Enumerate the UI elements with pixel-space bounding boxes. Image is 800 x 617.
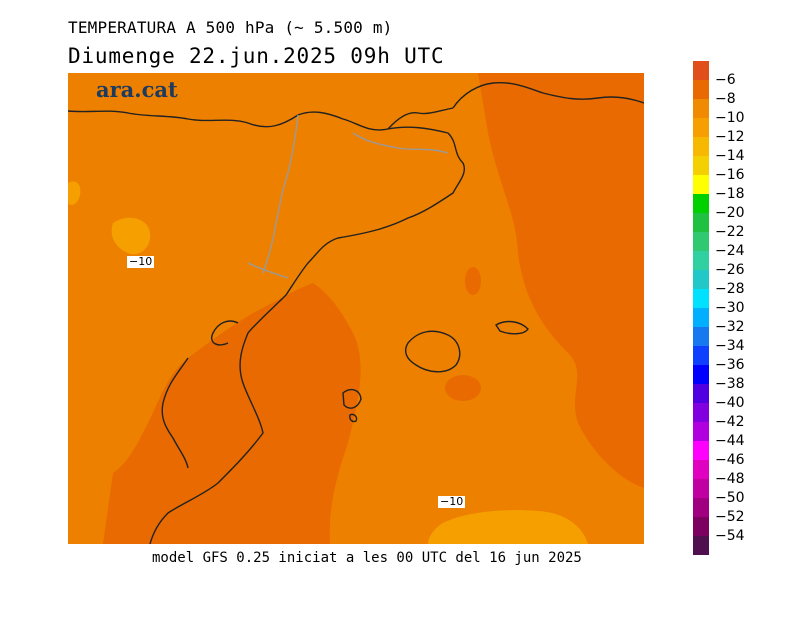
fill-cool-northwest (68, 181, 81, 205)
island-mallorca (404, 330, 461, 373)
legend-swatch (693, 156, 709, 175)
legend-swatch (693, 403, 709, 422)
legend-swatch (693, 365, 709, 384)
legend-swatch (693, 479, 709, 498)
legend-swatch (693, 137, 709, 156)
coastline-spain-east (161, 357, 189, 469)
legend-label: −36 (715, 357, 745, 373)
legend-label: −20 (715, 205, 745, 221)
legend-label: −54 (715, 528, 745, 544)
model-run-info: model GFS 0.25 iniciat a les 00 UTC del … (152, 550, 582, 566)
island-ibiza (342, 388, 362, 409)
legend-swatch (693, 536, 709, 555)
legend-swatch (693, 346, 709, 365)
legend-label: −50 (715, 490, 745, 506)
legend-swatch (693, 99, 709, 118)
legend-swatch (693, 61, 709, 80)
border-andorra-france (352, 132, 449, 154)
legend-label: −42 (715, 414, 745, 430)
legend-label: −30 (715, 300, 745, 316)
legend-label: −46 (715, 452, 745, 468)
legend-swatch (693, 270, 709, 289)
legend-label: −16 (715, 167, 745, 183)
legend-swatch (693, 289, 709, 308)
coastline-iberia (68, 110, 465, 544)
ara-cat-logo[interactable]: ara.cat (96, 77, 178, 102)
legend-label: −24 (715, 243, 745, 259)
fill-warm-blob (445, 375, 481, 401)
legend-swatch (693, 232, 709, 251)
fill-warm-east (478, 73, 644, 488)
legend-label: −32 (715, 319, 745, 335)
legend-swatch (693, 213, 709, 232)
legend-swatch (693, 384, 709, 403)
contour-label-south: −10 (438, 495, 466, 508)
fill-cool-south (428, 510, 588, 544)
legend-label: −6 (715, 72, 736, 88)
legend-label: −34 (715, 338, 745, 354)
legend-label: −48 (715, 471, 745, 487)
legend-label: −12 (715, 129, 745, 145)
legend-swatch (693, 118, 709, 137)
legend-label: −18 (715, 186, 745, 202)
contour-label-west: −10 (127, 255, 155, 268)
legend-label: −52 (715, 509, 745, 525)
legend-swatch (693, 517, 709, 536)
legend-swatch (693, 441, 709, 460)
coastline-france (452, 81, 644, 109)
border-catalonia (262, 114, 299, 274)
fill-cool-patch (465, 267, 481, 295)
legend-label: −10 (715, 110, 745, 126)
fill-cool-west (111, 217, 151, 255)
legend-swatch (693, 327, 709, 346)
chart-title: TEMPERATURA A 500 hPa (~ 5.500 m) (68, 18, 393, 37)
legend-swatch (693, 80, 709, 99)
forecast-date: Diumenge 22.jun.2025 09h UTC (68, 44, 445, 68)
legend-swatch (693, 251, 709, 270)
legend-label: −8 (715, 91, 736, 107)
island-menorca (495, 320, 529, 335)
legend-label: −22 (715, 224, 745, 240)
legend-label: −28 (715, 281, 745, 297)
legend-label: −38 (715, 376, 745, 392)
legend-swatch (693, 175, 709, 194)
fill-warm-southwest (103, 283, 361, 544)
legend-swatch (693, 460, 709, 479)
legend-swatch (693, 308, 709, 327)
legend-label: −26 (715, 262, 745, 278)
legend-swatch (693, 498, 709, 517)
border-aragon (247, 262, 289, 279)
legend-swatch (693, 194, 709, 213)
temperature-map (68, 73, 644, 544)
legend-label: −14 (715, 148, 745, 164)
legend-swatch (693, 422, 709, 441)
island-formentera (349, 413, 358, 423)
coastline-pyrenees-edge (211, 320, 239, 346)
coastline-north-france (387, 107, 454, 130)
legend-label: −40 (715, 395, 745, 411)
legend-label: −44 (715, 433, 745, 449)
